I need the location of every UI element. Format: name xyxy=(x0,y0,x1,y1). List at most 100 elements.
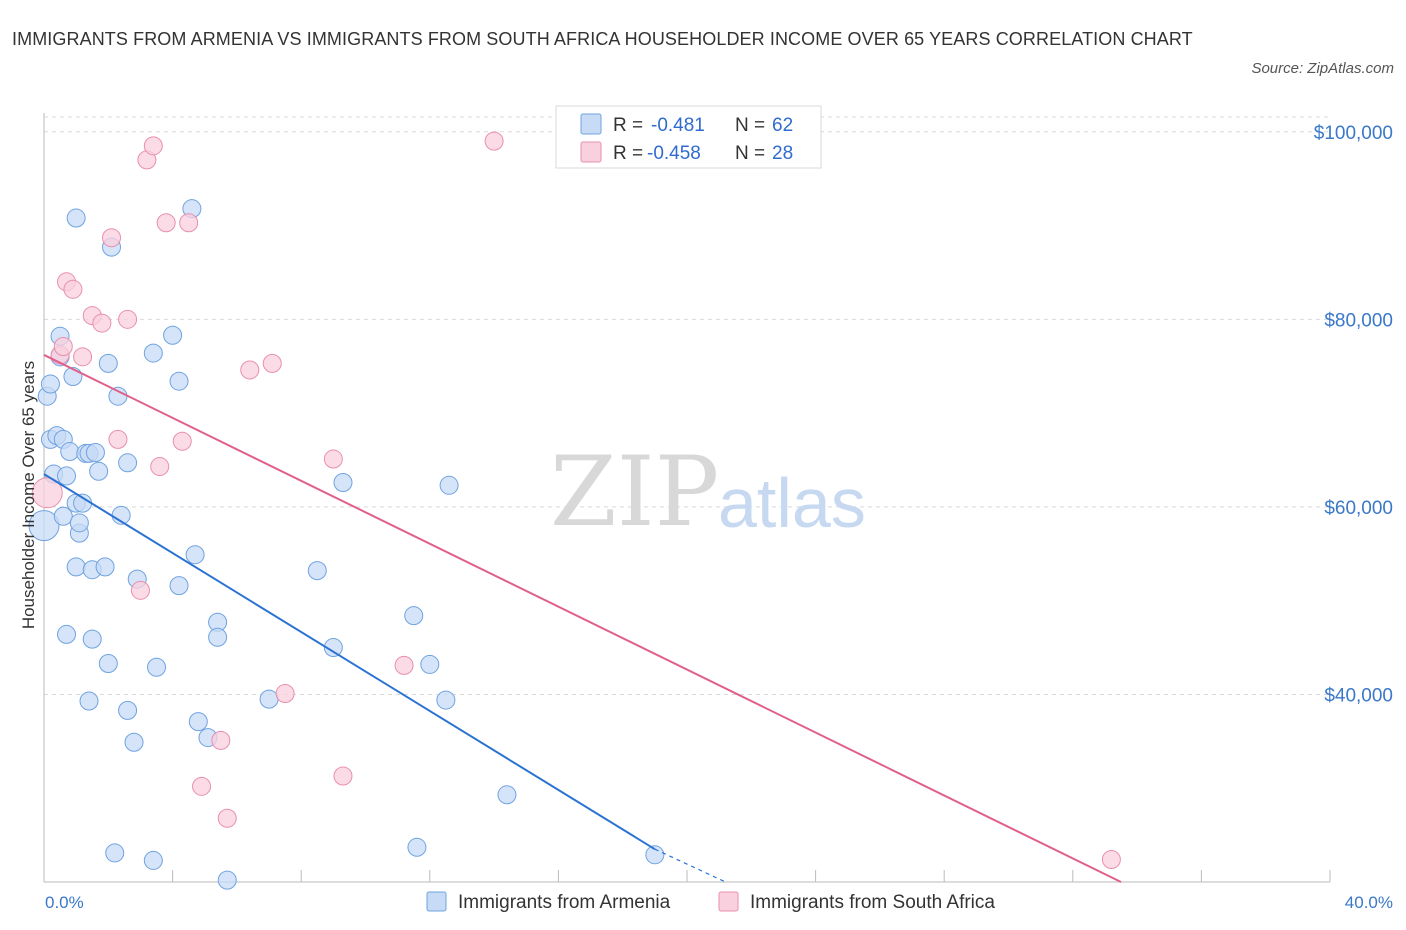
south-africa-point xyxy=(484,131,504,151)
series-south-africa-points xyxy=(31,131,1121,869)
chart-title: IMMIGRANTS FROM ARMENIA VS IMMIGRANTS FR… xyxy=(12,29,1193,49)
south-africa-point xyxy=(217,808,237,828)
legend-n-label-2: N = xyxy=(735,143,765,164)
trendline-south-africa xyxy=(43,354,1122,883)
legend-r-value-1: -0.481 xyxy=(651,115,705,136)
armenia-point xyxy=(98,353,118,373)
armenia-point xyxy=(89,461,109,481)
series-legend-swatch-armenia xyxy=(426,891,447,912)
south-africa-point xyxy=(31,477,63,509)
armenia-point xyxy=(82,629,102,649)
armenia-point xyxy=(66,208,86,228)
watermark: ZIP atlas xyxy=(550,436,866,548)
y-tick-label: $80,000 xyxy=(1324,310,1393,331)
south-africa-point xyxy=(1101,849,1121,869)
watermark-zip: ZIP xyxy=(550,436,719,548)
watermark-atlas: atlas xyxy=(718,464,866,542)
armenia-point xyxy=(105,843,125,863)
south-africa-point xyxy=(156,213,176,233)
south-africa-point xyxy=(262,353,282,373)
legend-n-value-2: 28 xyxy=(772,143,793,164)
armenia-point xyxy=(208,627,228,647)
y-axis-label: Householder Income Over 65 years xyxy=(19,361,38,629)
armenia-point xyxy=(79,691,99,711)
trendline-armenia xyxy=(43,473,656,851)
armenia-point xyxy=(143,343,163,363)
armenia-point xyxy=(163,325,183,345)
source-label: Source: ZipAtlas.com xyxy=(1251,60,1394,77)
legend-n-label-1: N = xyxy=(735,115,765,136)
armenia-point xyxy=(185,545,205,565)
armenia-point xyxy=(60,442,80,462)
armenia-point xyxy=(645,845,665,865)
armenia-point xyxy=(147,657,167,677)
series-legend-label-armenia: Immigrants from Armenia xyxy=(458,892,671,913)
south-africa-point xyxy=(323,449,343,469)
south-africa-point xyxy=(63,279,83,299)
armenia-point xyxy=(439,475,459,495)
armenia-point xyxy=(57,466,77,486)
armenia-point xyxy=(57,624,77,644)
x-tick-label-min: 0.0% xyxy=(45,893,84,912)
south-africa-point xyxy=(240,360,260,380)
armenia-point xyxy=(169,576,189,596)
armenia-point xyxy=(497,785,517,805)
south-africa-point xyxy=(179,213,199,233)
south-africa-point xyxy=(92,313,112,333)
legend-swatch-south-africa xyxy=(580,141,602,163)
series-legend: Immigrants from Armenia Immigrants from … xyxy=(426,891,995,913)
armenia-point xyxy=(420,654,440,674)
armenia-point xyxy=(85,442,105,462)
armenia-point xyxy=(169,371,189,391)
south-africa-point xyxy=(143,136,163,156)
trendline-armenia-extension xyxy=(654,848,726,883)
legend-n-value-1: 62 xyxy=(772,115,793,136)
armenia-point xyxy=(53,506,73,526)
armenia-point xyxy=(66,557,86,577)
x-axis-ticks xyxy=(172,870,1331,882)
y-tick-label: $40,000 xyxy=(1324,685,1393,706)
armenia-point xyxy=(28,510,60,542)
armenia-point xyxy=(40,374,60,394)
armenia-point xyxy=(118,700,138,720)
armenia-point xyxy=(436,690,456,710)
armenia-point xyxy=(333,472,353,492)
armenia-point xyxy=(124,732,144,752)
armenia-point xyxy=(217,870,237,890)
armenia-point xyxy=(407,837,427,857)
south-africa-point xyxy=(118,309,138,329)
south-africa-point xyxy=(394,655,414,675)
legend-swatch-armenia xyxy=(580,113,602,135)
armenia-point xyxy=(323,638,343,658)
legend-r-label-1: R = xyxy=(613,115,643,136)
armenia-point xyxy=(118,453,138,473)
armenia-point xyxy=(69,513,89,533)
series-armenia-points xyxy=(28,199,665,890)
south-africa-point xyxy=(275,684,295,704)
legend-r-label-2: R = xyxy=(613,143,643,164)
south-africa-point xyxy=(333,766,353,786)
series-legend-label-south-africa: Immigrants from South Africa xyxy=(750,892,995,913)
x-tick-label-max: 40.0% xyxy=(1345,893,1393,912)
armenia-point xyxy=(307,561,327,581)
south-africa-point xyxy=(172,431,192,451)
y-tick-label: $60,000 xyxy=(1324,498,1393,519)
legend-r-value-2: -0.458 xyxy=(647,143,701,164)
south-africa-point xyxy=(53,337,73,357)
armenia-point xyxy=(143,850,163,870)
armenia-point xyxy=(259,689,279,709)
y-tick-labels: $100,000 $80,000 $60,000 $40,000 xyxy=(1314,123,1393,707)
trendlines xyxy=(43,354,1122,883)
south-africa-point xyxy=(150,457,170,477)
grid-lines xyxy=(44,116,1330,695)
south-africa-point xyxy=(211,730,231,750)
armenia-point xyxy=(95,557,115,577)
correlation-legend: R = -0.481 N = 62 R = -0.458 N = 28 xyxy=(555,105,822,169)
series-legend-swatch-south-africa xyxy=(718,891,739,912)
south-africa-point xyxy=(130,580,150,600)
y-tick-label: $100,000 xyxy=(1314,123,1393,144)
south-africa-point xyxy=(108,429,128,449)
armenia-point xyxy=(188,712,208,732)
armenia-point xyxy=(98,653,118,673)
